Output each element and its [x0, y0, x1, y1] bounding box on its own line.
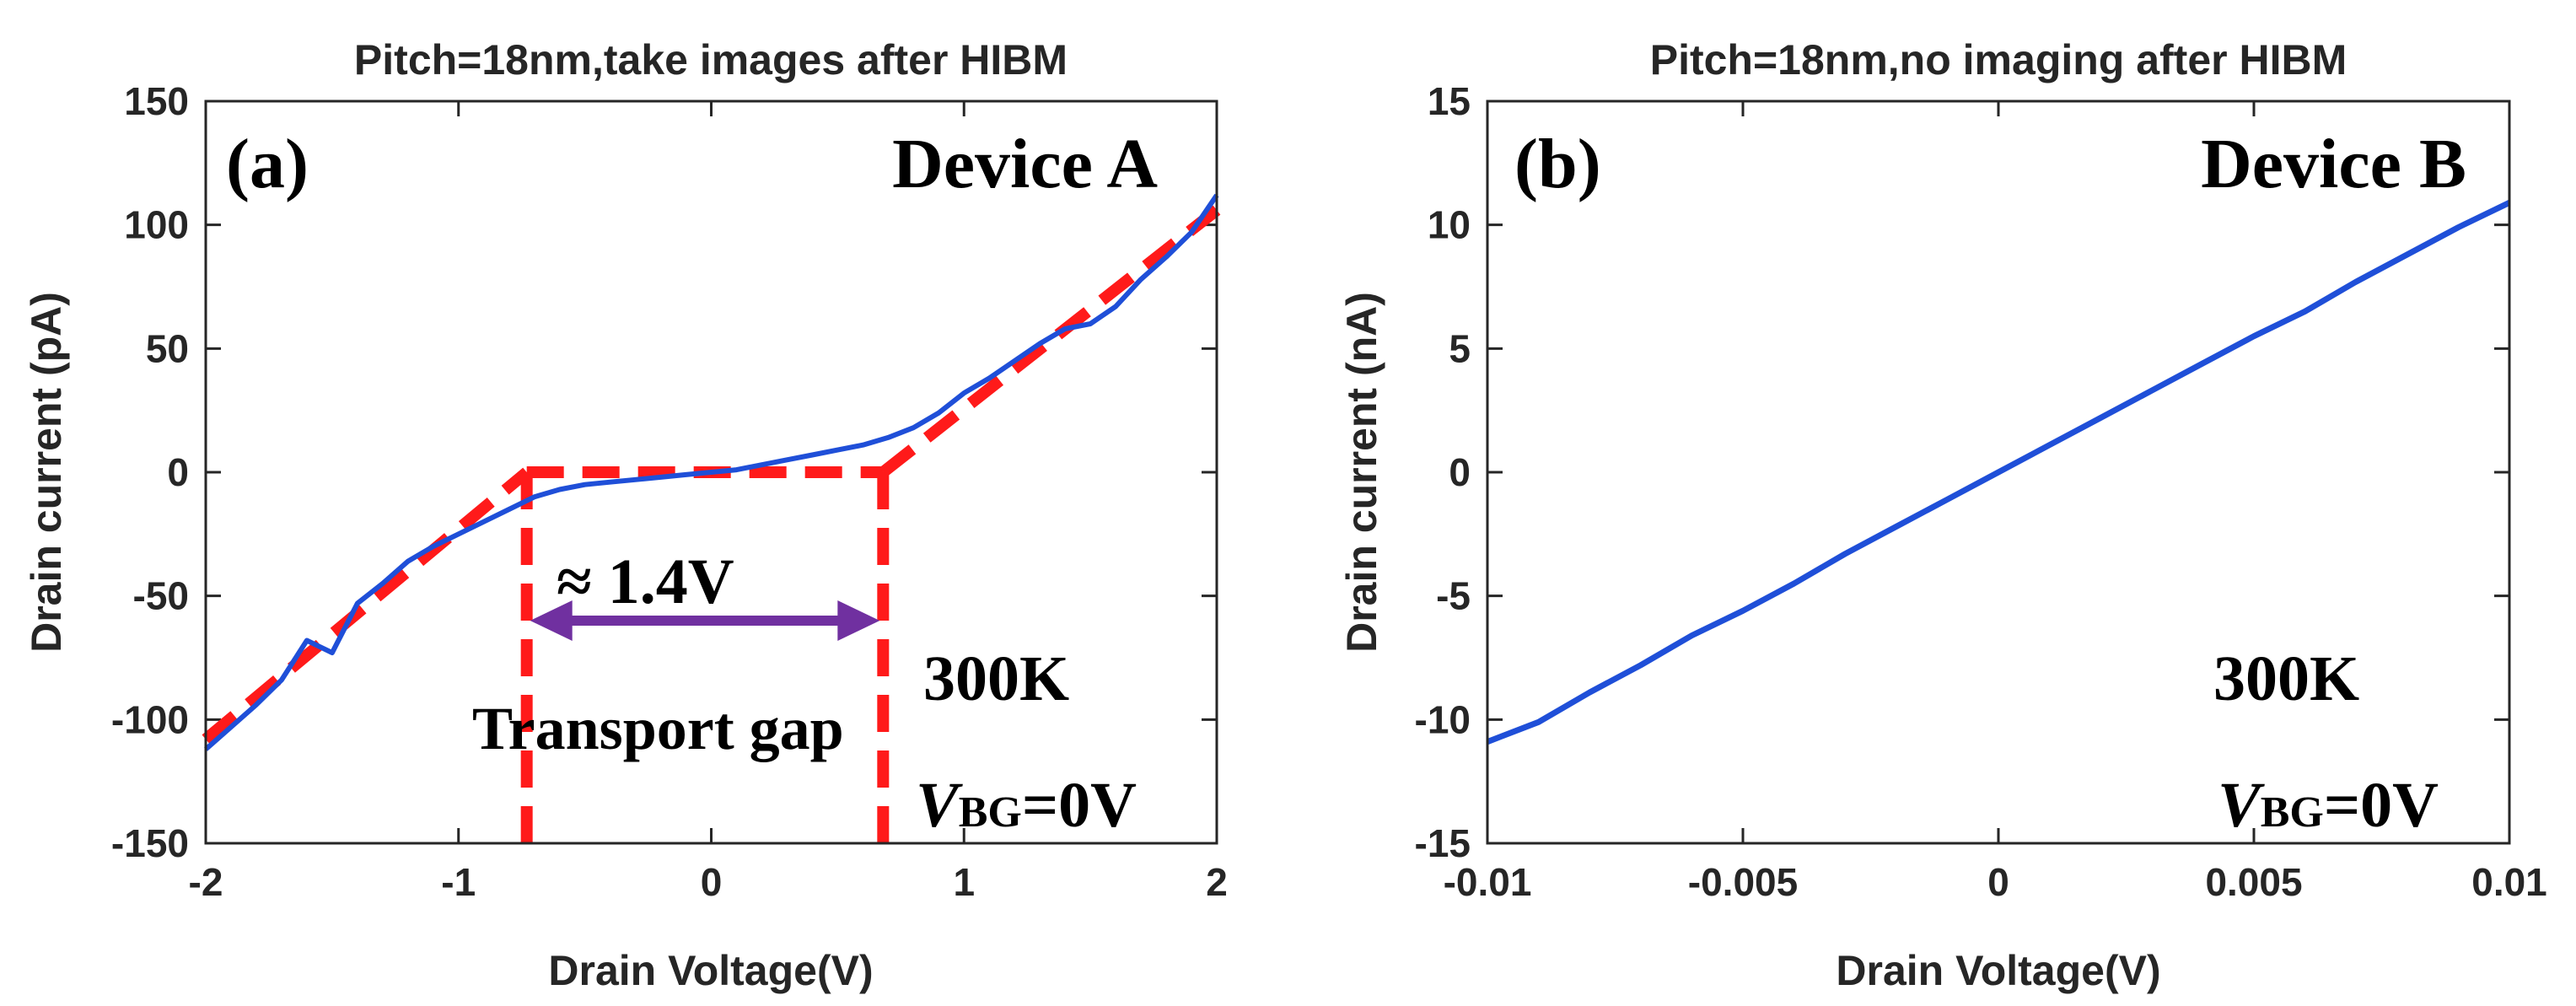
vbg-symbol: V — [916, 770, 963, 841]
chart-b-title: Pitch=18nm,no imaging after HIBM — [1650, 36, 2347, 83]
chart-a-panel-label: (a) — [226, 125, 309, 203]
fit-line-segment — [202, 467, 531, 745]
chart-a-ytick-label: 100 — [124, 203, 189, 247]
fit-line-segment — [879, 205, 1221, 477]
chart-a-xtick-label: 0 — [701, 860, 723, 904]
chart-a-ytick-label: 0 — [167, 450, 189, 494]
chart-b-ytick-label: 10 — [1428, 203, 1471, 247]
chart-b-ytick-label: 0 — [1449, 450, 1471, 494]
chart-a-ticks: -2 -1 0 1 2 150 100 50 0 -50 -100 -150 — [111, 79, 1228, 904]
chart-a-xtick-label: -1 — [441, 860, 476, 904]
chart-b-ylabel: Drain current (nA) — [1338, 292, 1385, 653]
gap-arrow-head-left — [530, 600, 573, 641]
gap-arrow-head-right — [837, 600, 880, 641]
chart-b-ticks: -0.01 -0.005 0 0.005 0.01 15 10 5 0 -5 -10 -15 — [1415, 79, 2547, 904]
chart-b-temperature-label: 300K — [2213, 643, 2359, 714]
chart-a-device-label: Device A — [892, 125, 1158, 203]
panel-b: Pitch=18nm,no imaging after HIBM Drain V… — [1338, 36, 2547, 994]
chart-a-ytick-label: 150 — [124, 79, 189, 123]
chart-a-xtick-label: 1 — [953, 860, 975, 904]
chart-a-xtick-label: -2 — [189, 860, 223, 904]
vbg-symbol: V — [2218, 770, 2265, 841]
chart-a-ytick-label: -50 — [133, 574, 189, 618]
chart-b-panel-label: (b) — [1514, 125, 1601, 203]
chart-b-ytick-label: -15 — [1415, 821, 1471, 865]
chart-b-ytick-label: -10 — [1415, 697, 1471, 741]
vbg-value: =0V — [1022, 770, 1137, 841]
chart-a-ytick-label: 50 — [146, 326, 189, 370]
chart-b-ytick-label: 5 — [1449, 326, 1471, 370]
chart-a-axes-frame — [204, 100, 1218, 845]
chart-b-xtick-label: -0.01 — [1444, 860, 1532, 904]
chart-b-xtick-label: -0.005 — [1688, 860, 1798, 904]
gap-value-label: ≈ 1.4V — [557, 546, 734, 617]
chart-a-xlabel: Drain Voltage(V) — [548, 947, 873, 994]
chart-b-device-label: Device B — [2201, 125, 2466, 203]
chart-b-ytick-label: -5 — [1436, 574, 1471, 618]
chart-a-series-line — [204, 193, 1219, 751]
chart-a-temperature-label: 300K — [923, 643, 1069, 714]
gap-arrow — [530, 600, 880, 641]
chart-b-xtick-label: 0 — [1987, 860, 2009, 904]
vbg-subscript: BG — [2261, 788, 2324, 837]
chart-a-ytick-label: -100 — [111, 697, 189, 741]
chart-a-ylabel: Drain current (pA) — [23, 292, 70, 653]
chart-a-vbg-label: VBG=0V — [916, 770, 1137, 841]
chart-b-xtick-label: 0.01 — [2471, 860, 2547, 904]
vbg-value: =0V — [2324, 770, 2439, 841]
chart-b-vbg-label: VBG=0V — [2218, 770, 2439, 841]
chart-a-ytick-label: -150 — [111, 821, 189, 865]
chart-a-title: Pitch=18nm,take images after HIBM — [354, 36, 1068, 83]
chart-b-series-line — [1486, 200, 2511, 745]
transport-gap-label: Transport gap — [472, 695, 844, 762]
panel-a: Pitch=18nm,take images after HIBM Drain … — [23, 36, 1228, 994]
chart-a-xtick-label: 2 — [1206, 860, 1228, 904]
chart-b-axes-frame — [1486, 100, 2511, 845]
chart-b-xtick-label: 0.005 — [2205, 860, 2302, 904]
chart-b-xlabel: Drain Voltage(V) — [1836, 947, 2160, 994]
vbg-subscript: BG — [959, 788, 1022, 837]
chart-b-ytick-label: 15 — [1428, 79, 1471, 123]
